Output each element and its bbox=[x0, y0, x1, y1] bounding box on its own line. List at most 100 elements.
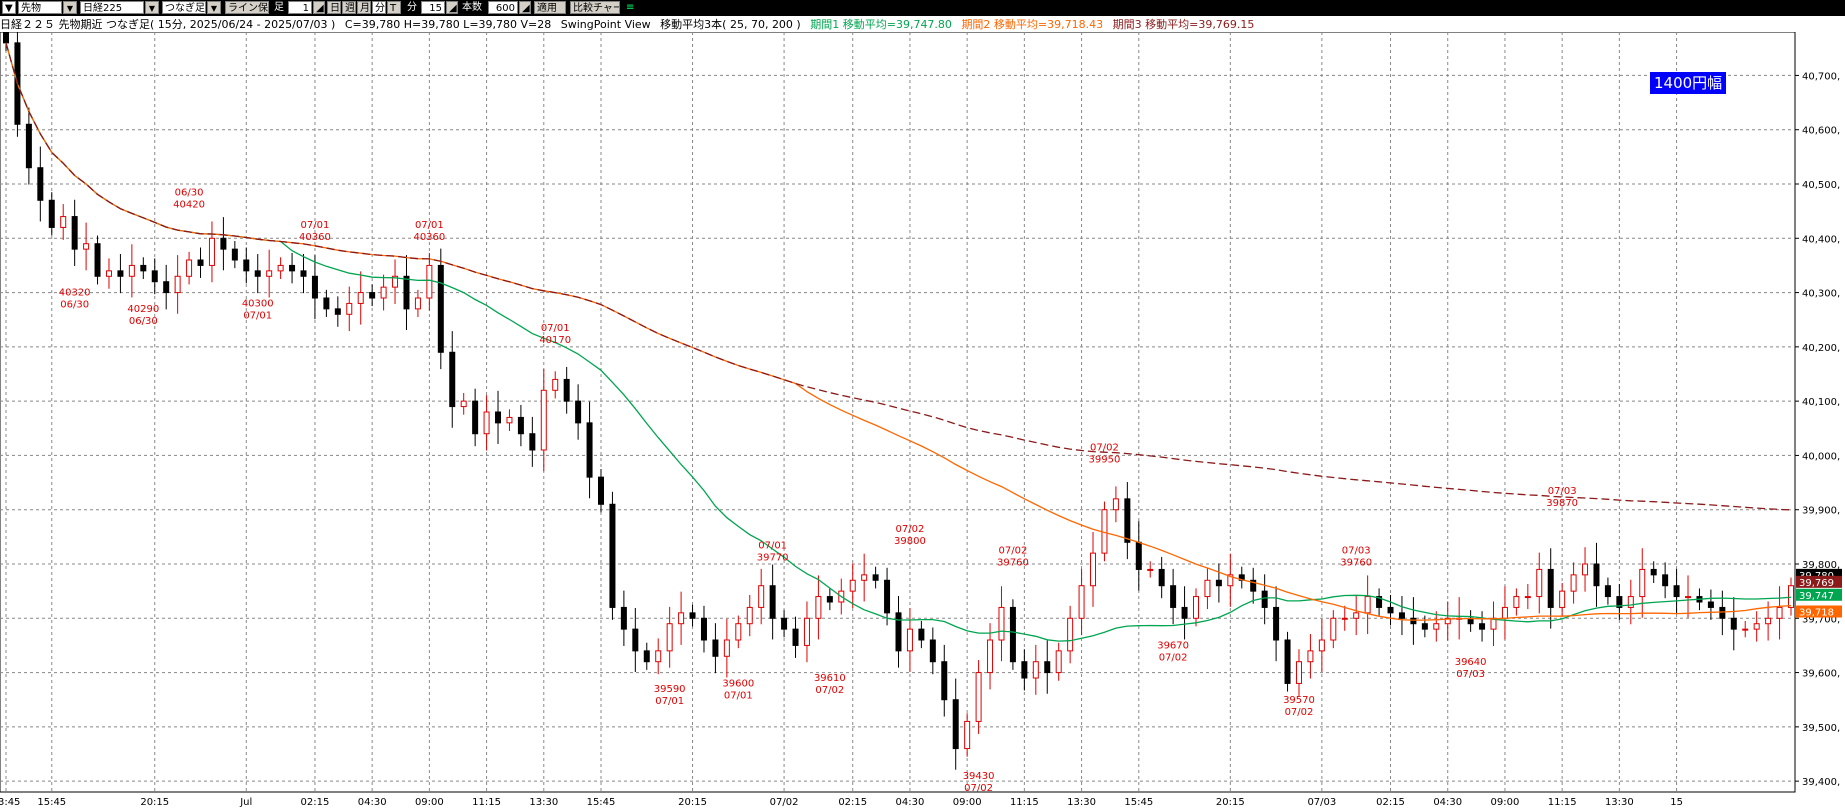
candle-up bbox=[987, 639, 994, 674]
x-tick-label: 15 bbox=[1670, 797, 1683, 808]
candle-up bbox=[174, 275, 181, 294]
candle-up bbox=[1193, 596, 1199, 619]
candle-up bbox=[975, 672, 982, 722]
price-tag-label: 39,769 bbox=[1799, 578, 1834, 589]
candle-up bbox=[1364, 596, 1371, 614]
candle-up bbox=[1433, 623, 1440, 630]
candle-up bbox=[815, 596, 822, 619]
candle-down bbox=[151, 270, 158, 283]
chevron-down-icon[interactable]: ▼ bbox=[63, 1, 77, 14]
candle-down bbox=[517, 416, 524, 435]
chevron-down-icon[interactable]: ▼ bbox=[145, 1, 159, 14]
candle-down bbox=[872, 574, 879, 581]
minute-button[interactable]: 分 bbox=[372, 1, 386, 14]
candle-down bbox=[403, 275, 410, 310]
stepper-icon[interactable]: ◢ bbox=[519, 1, 531, 14]
candle-up bbox=[1639, 568, 1646, 598]
x-tick-label: 02:15 bbox=[301, 797, 330, 808]
swing-point-label: 40290 06/30 bbox=[127, 304, 159, 327]
swing-point-label: 39670 07/02 bbox=[1157, 641, 1189, 664]
y-tick-label: 40,500, bbox=[1802, 180, 1840, 191]
day-button[interactable]: 日 bbox=[327, 1, 341, 14]
y-tick-label: 39,600, bbox=[1802, 669, 1840, 680]
swing-point-label: 40300 07/01 bbox=[242, 299, 274, 322]
chevron-down-icon[interactable]: ▼ bbox=[207, 1, 221, 14]
tick-button[interactable]: T bbox=[387, 1, 401, 14]
interval-input[interactable]: 15 bbox=[421, 1, 445, 14]
candle-up bbox=[723, 639, 730, 657]
candle-down bbox=[632, 628, 639, 652]
y-tick-label: 40,200, bbox=[1802, 343, 1840, 354]
x-tick-label: 20:15 bbox=[678, 797, 707, 808]
candle-down bbox=[163, 281, 170, 294]
stepper-icon[interactable]: ◢ bbox=[313, 1, 325, 14]
candle-up bbox=[483, 411, 490, 435]
candle-up bbox=[1353, 612, 1360, 619]
candle-down bbox=[941, 661, 948, 701]
candle-down bbox=[334, 308, 341, 315]
week-button[interactable]: 週 bbox=[342, 1, 356, 14]
y-tick-label: 40,300, bbox=[1802, 289, 1840, 300]
line-save-button[interactable]: ライン保存 bbox=[225, 1, 269, 14]
candle-down bbox=[895, 612, 902, 652]
candle-up bbox=[277, 264, 284, 272]
candle-down bbox=[48, 199, 55, 228]
candle-up bbox=[426, 264, 433, 299]
ma3-readout: 期間3 移動平均=39,769.15 bbox=[1112, 18, 1255, 31]
candle-up bbox=[1776, 606, 1783, 619]
bars-input[interactable]: 600 bbox=[488, 1, 518, 14]
chart-style-icon[interactable]: ≡ bbox=[626, 2, 635, 13]
symbol-select[interactable]: 日経225 bbox=[80, 1, 144, 14]
candle-down bbox=[609, 503, 616, 608]
candle-up bbox=[678, 612, 685, 625]
price-tag bbox=[1796, 575, 1842, 588]
candle-up bbox=[1112, 498, 1119, 511]
candle-down bbox=[826, 596, 833, 603]
apply-button[interactable]: 適用 bbox=[534, 1, 566, 14]
stepper-icon[interactable]: ◢ bbox=[446, 1, 458, 14]
candle-up bbox=[1032, 661, 1039, 679]
market-select[interactable]: 先物 bbox=[18, 1, 62, 14]
candle-up bbox=[1067, 617, 1074, 652]
price-tag-label: 39,747 bbox=[1799, 591, 1834, 602]
candle-up bbox=[1742, 628, 1749, 631]
x-tick-label: 11:15 bbox=[472, 797, 501, 808]
compare-chart-button[interactable]: 比較チャート bbox=[570, 1, 620, 14]
x-tick-label: 20:15 bbox=[140, 797, 169, 808]
candle-down bbox=[1284, 639, 1291, 684]
candle-down bbox=[575, 400, 582, 424]
candlestick-chart[interactable]: 40,700, 40,600, 40,500, 40,400, 40,300, 40,20… bbox=[0, 32, 1845, 812]
span-input[interactable]: 1 bbox=[288, 1, 312, 14]
y-tick-label: 39,400, bbox=[1802, 777, 1840, 788]
candle-down bbox=[1410, 617, 1417, 625]
candle-down bbox=[369, 292, 376, 299]
swing-point-label: 39610 07/02 bbox=[814, 673, 846, 696]
menu-dropdown-icon[interactable]: ▼ bbox=[2, 1, 16, 14]
mode-select[interactable]: つなぎ足 bbox=[162, 1, 206, 14]
candle-down bbox=[289, 264, 296, 272]
swing-point-label: 07/02 39950 bbox=[1089, 443, 1121, 466]
ashi-label: 足 bbox=[274, 2, 284, 13]
candle-up bbox=[1204, 579, 1211, 598]
candle-down bbox=[1376, 596, 1383, 608]
candle-down bbox=[1593, 563, 1600, 587]
candle-up bbox=[964, 720, 971, 750]
candle-up bbox=[1090, 552, 1097, 587]
candle-up bbox=[1330, 617, 1337, 641]
swing-point-label: 39640 07/03 bbox=[1455, 657, 1487, 680]
candle-down bbox=[1250, 579, 1257, 592]
candle-down bbox=[3, 32, 9, 44]
y-tick-label: 40,000, bbox=[1802, 451, 1840, 462]
swing-point-label: 07/02 39760 bbox=[997, 546, 1029, 569]
candle-up bbox=[460, 400, 467, 408]
candle-down bbox=[952, 699, 959, 750]
swing-point-label: 39430 07/02 bbox=[963, 771, 995, 794]
candle-up bbox=[1536, 568, 1543, 598]
candle-up bbox=[1295, 661, 1302, 684]
swing-point-label: 07/01 40360 bbox=[413, 220, 445, 243]
x-tick-label: 13:30 bbox=[1067, 797, 1096, 808]
x-tick-label: 11:15 bbox=[1010, 797, 1039, 808]
month-button[interactable]: 月 bbox=[357, 1, 371, 14]
x-tick-label: 13:45 bbox=[0, 797, 20, 808]
candle-up bbox=[346, 302, 353, 315]
